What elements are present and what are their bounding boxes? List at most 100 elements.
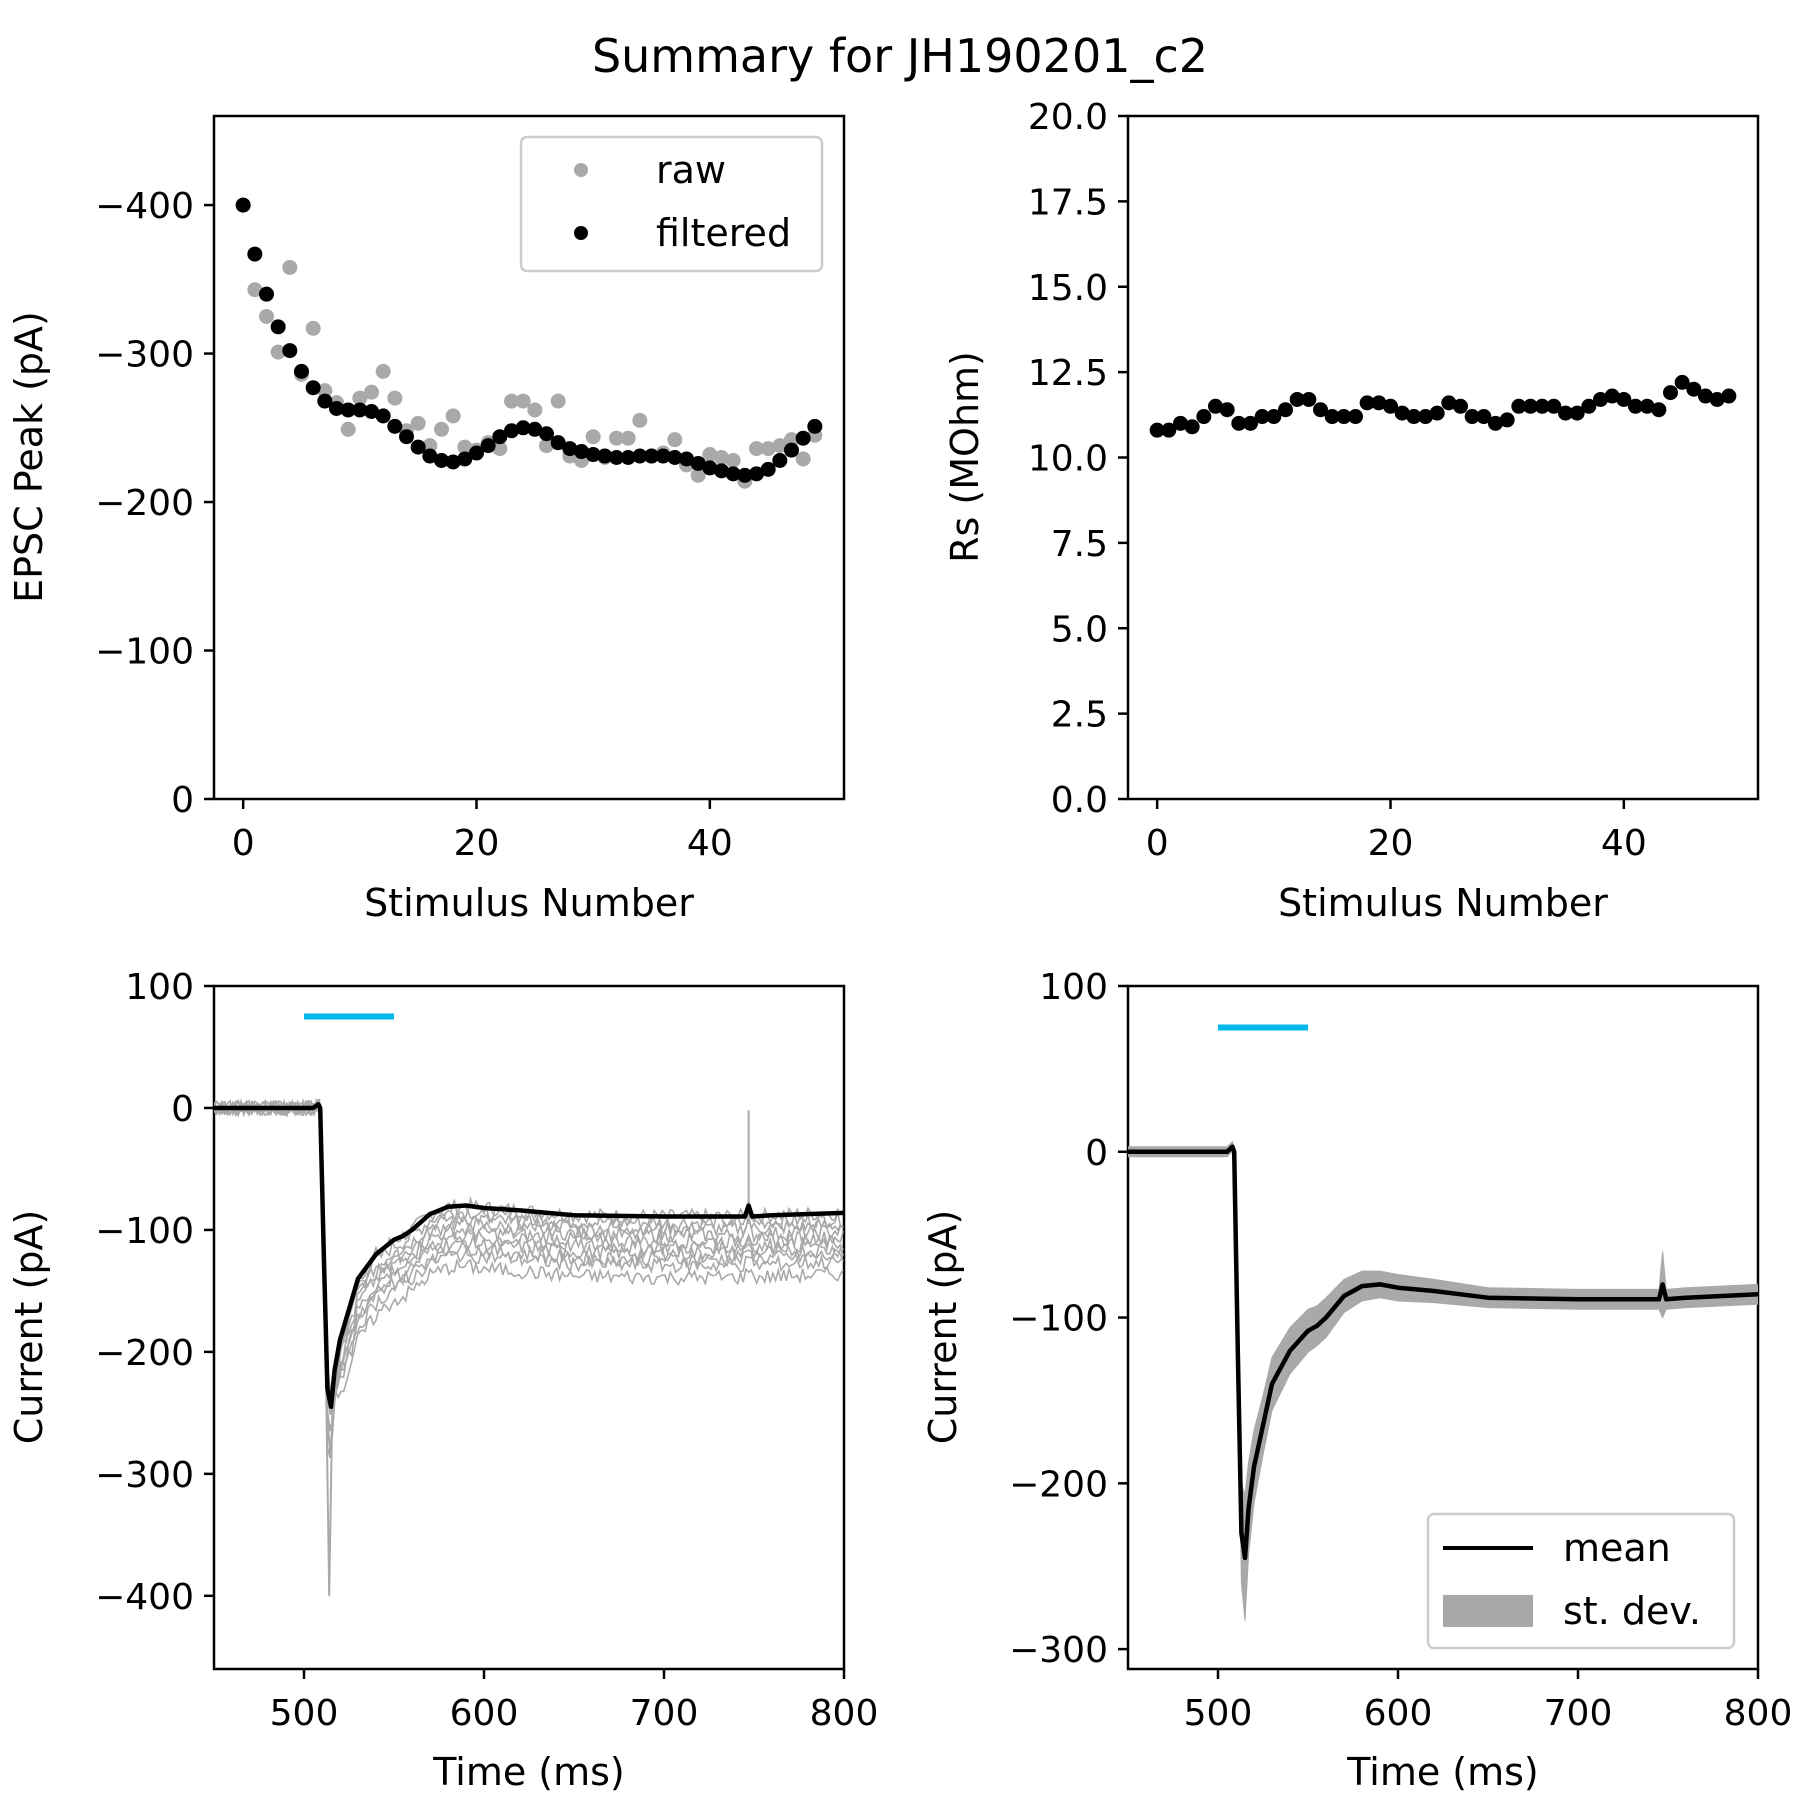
data-point-rs (1616, 391, 1632, 407)
data-point-rs (1406, 409, 1422, 425)
data-point-rs (1581, 398, 1597, 414)
chart-mean-stdev: Time (ms) Current (pA) mean st. dev. 500… (921, 967, 1792, 1794)
x-tick-label: 40 (687, 823, 733, 864)
data-point-rs (1394, 405, 1410, 421)
data-point-filtered (469, 445, 484, 461)
y-tick-label: −300 (1009, 1630, 1108, 1671)
data-point-rs (1639, 398, 1655, 414)
y-tick-label: −200 (1009, 1464, 1108, 1505)
y-tick-label: 12.5 (1028, 353, 1108, 394)
data-point-rs (1674, 374, 1690, 390)
data-point-filtered (387, 418, 403, 434)
data-point-raw (375, 363, 391, 379)
data-point-rs (1348, 409, 1363, 425)
y-axis-label: Rs (MOhm) (943, 351, 987, 563)
data-point-rs (1721, 388, 1737, 404)
y-tick-label: −400 (95, 186, 194, 227)
data-point-rs (1243, 415, 1258, 431)
y-tick-label: −200 (95, 483, 194, 524)
x-tick-label: 700 (630, 1693, 699, 1734)
data-point-rs (1196, 409, 1212, 425)
data-point-raw (550, 393, 566, 409)
data-point-rs (1231, 415, 1247, 431)
data-point-rs (1558, 405, 1573, 421)
data-point-filtered (317, 393, 333, 409)
data-point-raw (690, 467, 706, 483)
y-tick-label: 100 (125, 967, 194, 1008)
data-point-raw (305, 320, 321, 336)
x-tick-label: 500 (1184, 1693, 1253, 1734)
data-point-filtered (434, 452, 449, 468)
chart-rs: Stimulus Number Rs (MOhm) 0 20 40 0.0 2.5 5.0… (943, 97, 1760, 925)
data-point-rs (1499, 412, 1515, 428)
plot-area (1128, 1140, 1758, 1621)
y-axis-label: Current (pA) (921, 1210, 965, 1445)
data-point-rs (1371, 395, 1387, 411)
data-point-filtered (294, 363, 309, 379)
y-tick-label: −100 (95, 1211, 194, 1252)
data-point-raw (585, 429, 601, 445)
data-point-filtered (725, 466, 741, 482)
data-point-raw (714, 450, 729, 465)
y-tick-label: −200 (95, 1333, 194, 1374)
data-point-rs (1534, 398, 1550, 414)
x-tick-label: 500 (270, 1693, 339, 1734)
data-point-rs (1278, 402, 1293, 418)
x-tick-label: 0 (232, 823, 255, 864)
y-tick-label: 0.0 (1051, 780, 1108, 821)
data-point-raw (725, 452, 741, 468)
data-point-rs (1266, 409, 1282, 425)
legend-label-filtered: filtered (656, 211, 791, 255)
data-point-rs (1453, 398, 1468, 414)
legend-marker-stdev (1443, 1595, 1533, 1627)
data-point-filtered (702, 460, 718, 476)
data-point-rs (1476, 409, 1492, 425)
legend-label-stdev: st. dev. (1563, 1589, 1701, 1633)
data-point-raw (259, 308, 274, 324)
data-point-raw (504, 393, 519, 409)
data-point-raw (410, 415, 426, 431)
data-point-rs (1709, 391, 1725, 407)
data-point-raw (632, 412, 648, 428)
x-axis-label: Stimulus Number (1278, 881, 1608, 925)
data-point-filtered (480, 438, 496, 454)
data-point-rs (1383, 398, 1398, 414)
legend-box (519, 135, 824, 273)
data-point-filtered (235, 197, 251, 213)
data-point-filtered (527, 421, 543, 437)
y-tick-label: 100 (1039, 967, 1108, 1008)
y-tick-label: 7.5 (1051, 524, 1108, 565)
data-point-raw (270, 344, 286, 360)
data-point-filtered (410, 439, 426, 455)
data-point-raw (445, 408, 461, 424)
x-tick-label: 600 (450, 1693, 519, 1734)
data-point-filtered (364, 403, 379, 419)
data-point-filtered (690, 455, 706, 471)
axes-frame (1126, 114, 1760, 801)
data-point-raw (760, 441, 776, 457)
y-tick-label: −300 (95, 335, 194, 376)
y-tick-label: 2.5 (1051, 695, 1108, 736)
data-point-filtered (445, 454, 461, 470)
axes-frame (1126, 984, 1760, 1671)
chart-current-traces: Time (ms) Current (pA) 500 600 700 800 100 0 −… (7, 967, 878, 1794)
data-point-rs (1569, 405, 1585, 421)
data-point-filtered (340, 402, 356, 418)
data-point-filtered (515, 420, 531, 436)
data-point-rs (1149, 422, 1165, 438)
x-tick-label: 800 (1724, 1693, 1793, 1734)
data-point-filtered (259, 286, 274, 302)
data-point-rs (1441, 395, 1457, 411)
data-point-filtered (585, 447, 601, 463)
data-point-rs (1289, 391, 1305, 407)
trial-trace (214, 1098, 844, 1399)
data-point-rs (1301, 391, 1317, 407)
y-tick-label: 0 (171, 1089, 194, 1130)
data-point-rs (1651, 402, 1667, 418)
trial-peak (324, 1351, 334, 1596)
data-point-rs (1219, 402, 1235, 418)
data-point-raw (364, 384, 379, 400)
data-point-rs (1254, 409, 1270, 425)
data-point-raw (340, 421, 356, 437)
y-tick-label: −400 (95, 1577, 194, 1618)
